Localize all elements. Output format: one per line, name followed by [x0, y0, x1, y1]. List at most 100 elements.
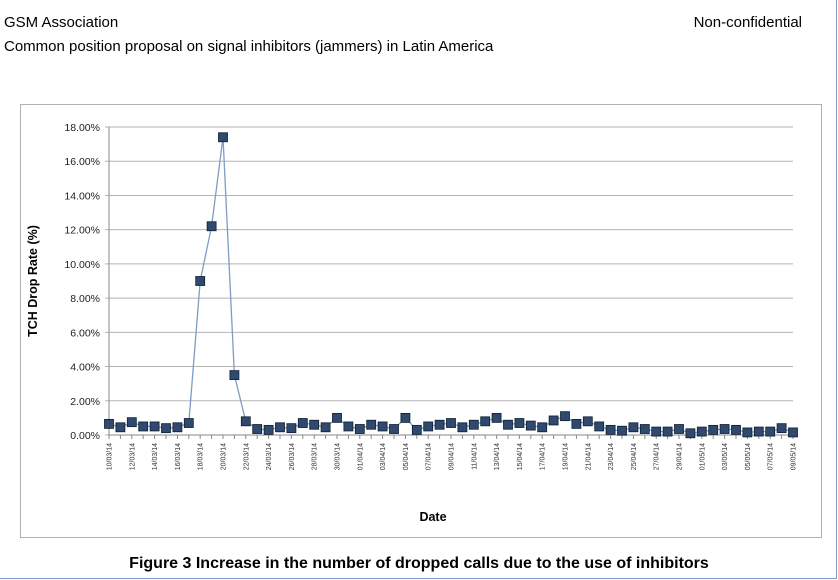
- x-tick-label: 16/03/14: [175, 443, 182, 470]
- data-point: [685, 428, 696, 439]
- data-point: [104, 418, 114, 429]
- x-tick-label: 26/03/14: [289, 443, 296, 470]
- x-tick-label: 29/04/14: [677, 443, 684, 470]
- data-point: [491, 412, 502, 423]
- x-tick-label: 17/04/14: [540, 443, 547, 470]
- series: [104, 132, 798, 439]
- data-point: [674, 424, 684, 434]
- x-tick-label: 10/03/14: [107, 443, 114, 470]
- x-tick-label: 19/04/14: [563, 443, 570, 470]
- data-point: [183, 418, 194, 428]
- data-point: [320, 422, 331, 433]
- data-point: [560, 411, 570, 422]
- data-point: [662, 426, 673, 437]
- y-tick-label: 12.00%: [64, 225, 100, 237]
- x-tick-label: 22/03/14: [243, 443, 250, 470]
- data-point: [525, 420, 536, 431]
- data-point: [731, 424, 741, 435]
- header-organization: GSM Association: [4, 14, 119, 31]
- data-point: [138, 421, 149, 432]
- x-tick-label: 15/04/14: [517, 443, 524, 470]
- data-point: [240, 416, 251, 427]
- y-tick-label: 0.00%: [70, 430, 100, 442]
- x-tick-label: 11/04/14: [471, 443, 478, 470]
- data-point: [605, 424, 616, 435]
- data-point: [742, 427, 753, 438]
- x-tick-label: 20/03/14: [221, 443, 228, 470]
- x-tick-label: 25/04/14: [631, 443, 638, 470]
- gridlines: [105, 126, 793, 436]
- data-point: [548, 415, 559, 426]
- x-tick-label: 03/04/14: [380, 443, 387, 470]
- figure-caption: Figure 3 Increase in the number of dropp…: [129, 555, 709, 572]
- data-point: [617, 425, 627, 436]
- data-point: [423, 421, 434, 432]
- data-point: [753, 426, 764, 437]
- data-point: [514, 418, 525, 428]
- data-point: [765, 426, 776, 437]
- x-tick-label: 05/04/14: [403, 443, 410, 470]
- x-tick-label: 28/03/14: [312, 443, 319, 470]
- data-point: [195, 276, 206, 286]
- y-tick-label: 18.00%: [64, 122, 100, 134]
- y-axis-label: TCH Drop Rate (%): [26, 225, 40, 337]
- data-point: [696, 426, 707, 437]
- x-tick-label: 14/03/14: [152, 443, 159, 470]
- data-point: [537, 422, 548, 433]
- document-title: Common position proposal on signal inhib…: [4, 38, 494, 55]
- x-tick-labels: 10/03/14 12/03/14 14/03/14 16/03/14 18/03/14…: [107, 443, 798, 470]
- x-tick-label: 13/04/14: [494, 443, 501, 470]
- series-line: [108, 137, 794, 434]
- data-point: [582, 416, 593, 427]
- x-tick-label: 30/03/14: [335, 443, 342, 470]
- data-point: [571, 418, 582, 429]
- x-tick-label: 03/05/14: [722, 443, 729, 470]
- y-tick-label: 6.00%: [70, 327, 100, 339]
- data-point: [229, 370, 240, 381]
- data-point: [343, 421, 354, 432]
- x-tick-label: 01/04/14: [357, 443, 364, 470]
- data-point: [263, 424, 274, 435]
- y-tick-label: 4.00%: [70, 362, 100, 374]
- data-point: [639, 424, 650, 434]
- x-tick-label: 21/04/14: [585, 443, 592, 470]
- data-point: [468, 419, 479, 430]
- data-point: [126, 417, 137, 428]
- data-point: [206, 221, 217, 232]
- data-point: [297, 418, 308, 428]
- y-tick-label: 8.00%: [70, 293, 100, 305]
- data-point: [457, 422, 468, 433]
- data-point: [446, 418, 456, 428]
- chart-container: 0.00% 2.00% 4.00% 6.00% 8.00% 10.00% 12.00% 14.…: [20, 104, 822, 538]
- y-tick-labels: 0.00% 2.00% 4.00% 6.00% 8.00% 10.00% 12.00% 14.…: [64, 122, 100, 442]
- x-tick-label: 12/03/14: [129, 443, 136, 470]
- x-tick-label: 23/04/14: [608, 443, 615, 470]
- data-point: [309, 419, 320, 430]
- y-tick-label: 14.00%: [64, 190, 100, 202]
- data-point: [115, 422, 126, 433]
- data-point: [708, 424, 719, 435]
- data-point: [480, 416, 491, 427]
- x-tick-label: 05/05/14: [745, 443, 752, 470]
- data-point: [788, 427, 798, 438]
- header-classification: Non-confidential: [693, 14, 802, 31]
- axes: [108, 127, 794, 439]
- data-point: [434, 419, 445, 430]
- data-point: [218, 132, 228, 143]
- x-tick-label: 18/03/14: [198, 443, 205, 470]
- data-point: [389, 424, 399, 434]
- data-point: [275, 422, 285, 433]
- y-tick-label: 2.00%: [70, 396, 100, 408]
- x-tick-label: 24/03/14: [266, 443, 273, 470]
- data-point: [651, 426, 662, 437]
- data-point: [719, 424, 730, 434]
- data-point: [172, 422, 183, 433]
- data-point: [503, 419, 513, 430]
- data-point: [354, 424, 365, 434]
- x-tick-label: 27/04/14: [654, 443, 661, 470]
- data-point: [400, 412, 411, 423]
- data-point: [594, 421, 605, 432]
- y-tick-label: 10.00%: [64, 259, 100, 271]
- data-point: [628, 422, 639, 433]
- line-chart: 0.00% 2.00% 4.00% 6.00% 8.00% 10.00% 12.00% 14.…: [26, 122, 798, 524]
